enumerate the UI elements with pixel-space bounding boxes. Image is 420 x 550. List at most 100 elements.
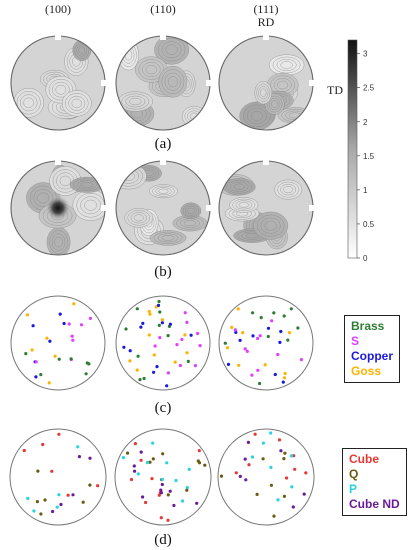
pf-c-100-point — [69, 357, 73, 361]
pf-c-110-point — [122, 345, 126, 349]
pf-d-100-point — [88, 456, 92, 460]
pf-d-110-point — [168, 489, 172, 493]
pf-a-100 — [10, 35, 106, 131]
pf-d-111-point — [253, 432, 257, 436]
pf-c-100-point — [72, 302, 76, 306]
pf-c-110-point — [168, 322, 172, 326]
pf-c-110-point — [148, 312, 152, 316]
pf-d-111-point — [269, 465, 273, 469]
pf-d-110-point — [121, 456, 125, 460]
pf-d-110-point — [144, 500, 148, 505]
pf-c-100-point — [88, 316, 92, 320]
colorbar-tick-label: 0 — [363, 254, 368, 263]
pf-a-110 — [115, 35, 211, 131]
legend-d-cube: Cube — [349, 452, 379, 466]
pf-d-110-point — [159, 488, 163, 492]
pf-d-111-point — [255, 492, 259, 496]
pf-c-111-point — [296, 326, 300, 330]
pf-c-110-point — [136, 354, 140, 358]
legend-d-p: P — [349, 482, 358, 496]
pf-c-110-point — [196, 331, 200, 336]
pf-d-110-point — [166, 493, 170, 497]
pf-d-100-point — [41, 442, 45, 447]
pf-c-111-point — [281, 380, 285, 384]
pf-d-111-point — [283, 451, 287, 455]
colorbar-tick-label: 2 — [363, 118, 368, 127]
pf-d-111-point — [261, 457, 265, 461]
pf-c-110-point — [141, 321, 145, 325]
pf-d-111-point — [243, 457, 247, 461]
pf-d-110-point — [133, 442, 137, 446]
pf-d-110-point — [160, 477, 164, 481]
pf-d-110-point — [126, 451, 130, 455]
panel-label-b: (b) — [154, 264, 172, 280]
pf-d-111-point — [247, 463, 251, 467]
pf-d-100-point — [50, 469, 54, 473]
pf-c-110-point — [158, 310, 162, 314]
pf-d-100-point — [36, 469, 40, 473]
pf-c-111-point — [243, 347, 247, 351]
pf-c-111-point — [251, 311, 255, 315]
pf-c-110-point — [183, 333, 187, 337]
header-111: (111) — [253, 2, 278, 16]
pf-d-110-point — [197, 449, 201, 453]
pf-c-110-point — [124, 327, 128, 331]
panel-label-a: (a) — [155, 136, 172, 152]
legend-d-cube-nd: Cube ND — [349, 497, 400, 511]
pf-c-100-point — [24, 352, 28, 356]
pf-c-110-point — [152, 353, 156, 357]
pf-d-111 — [217, 428, 315, 526]
pf-c-111-point — [266, 334, 270, 339]
pf-c-111-point — [226, 362, 231, 366]
pole-figures-row-c — [10, 295, 314, 391]
pf-c-110-point — [165, 384, 169, 388]
rd-label: RD — [258, 15, 275, 29]
legend-d-q: Q — [349, 467, 359, 481]
pf-a-111 — [218, 35, 314, 131]
pf-c-110-point — [160, 318, 164, 322]
pf-c-100-point — [48, 339, 52, 343]
pf-d-111-point — [250, 455, 255, 459]
pf-c-111-point — [256, 336, 260, 341]
pf-d-110-point — [195, 501, 199, 505]
pf-d-111-point — [276, 498, 280, 502]
pf-c-110-point — [135, 368, 139, 372]
pf-c-110-point — [185, 320, 189, 324]
pf-d-111-point — [293, 467, 297, 471]
pf-d-110-point — [174, 478, 178, 483]
pf-c-110-point — [138, 378, 142, 382]
pf-d-111-point — [219, 474, 224, 478]
pf-d-100-point — [22, 448, 26, 453]
panel-label-c: (c) — [155, 400, 172, 416]
pf-d-111-point — [234, 471, 238, 475]
pf-c-110-point — [128, 349, 132, 353]
colorbar-ticks: 3 2.5 2 1.5 1 0.5 0 — [357, 50, 375, 263]
pf-b-111 — [218, 160, 314, 256]
pf-d-111-point — [282, 457, 286, 461]
pf-d-110-point — [161, 452, 165, 456]
header-100: (100) — [45, 2, 71, 16]
pf-c-110-point — [139, 325, 143, 329]
pf-d-111-point — [279, 449, 283, 453]
pf-c-100 — [10, 295, 106, 391]
colorbar-tick-label: 0.5 — [363, 220, 375, 229]
pf-c-110-point — [157, 299, 161, 304]
pf-c-111-point — [250, 373, 254, 377]
pf-c-111-point — [259, 316, 263, 320]
pf-c-111-point — [299, 358, 303, 362]
pf-c-100-point — [34, 375, 38, 379]
panel-label-d: (d) — [154, 532, 172, 548]
pf-d-110-point — [151, 441, 155, 445]
pf-c-111-point — [234, 330, 238, 334]
pf-c-110-point — [135, 307, 139, 311]
pf-c-110-point — [180, 337, 184, 341]
pf-c-100-point — [25, 313, 29, 317]
pf-d-111-point — [292, 454, 296, 458]
pf-c-111-point — [258, 334, 262, 338]
pf-d-100-point — [35, 500, 40, 504]
colorbar-tick-label: 2.5 — [363, 84, 375, 93]
pf-d-110-point — [139, 450, 143, 454]
pf-c-110-point — [157, 323, 161, 327]
pf-c-110-point — [153, 344, 157, 348]
